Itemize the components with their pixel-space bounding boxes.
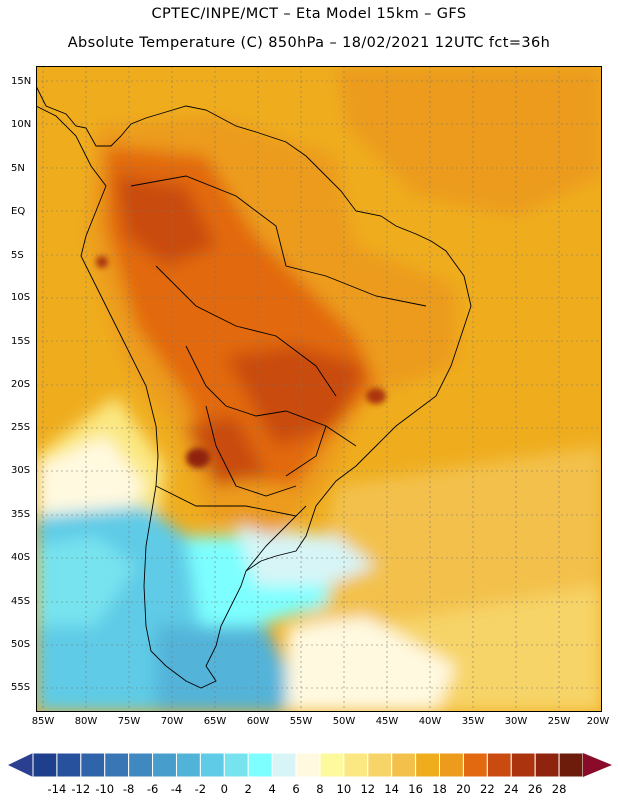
colorbar-cell [343,752,369,778]
colorbar-label: -10 [95,782,115,796]
lon-label: 70W [160,716,184,727]
lon-label: 50W [332,716,356,727]
lat-label: 50S [11,639,31,650]
lon-label: 85W [31,716,55,727]
colorbar-label: 22 [480,782,495,796]
lat-label: 10S [11,292,31,303]
lat-label: 35S [11,509,31,520]
lat-label: 15N [11,76,32,87]
coastline [36,85,472,689]
lat-label: 40S [11,552,31,563]
colorbar-label: 8 [316,782,324,796]
lon-label: 35W [461,716,485,727]
colorbar-cell [319,752,345,778]
colorbar-label: 20 [456,782,471,796]
lat-label: 15S [11,336,31,347]
lon-label: 20W [586,716,610,727]
colorbar-cell [391,752,417,778]
lon-label: 25W [547,716,571,727]
colorbar-label: 0 [220,782,228,796]
lon-label: 55W [289,716,313,727]
colorbar-cell [462,752,488,778]
title-line-1: CPTEC/INPE/MCT – Eta Model 15km – GFS [151,6,467,22]
colorbar-label: 14 [384,782,399,796]
lat-label: 45S [11,596,31,607]
colorbar-label: 16 [408,782,423,796]
colorbar-label: -8 [122,782,135,796]
lon-label: 45W [375,716,399,727]
lat-label: 20S [11,379,31,390]
lon-label: 75W [117,716,141,727]
colorbar-cell [175,752,201,778]
colorbar-label: -2 [194,782,207,796]
colorbar-label: 10 [336,782,352,796]
colorbar-cell [486,752,512,778]
colorbar-cell [510,752,536,778]
colorbar-cell [415,752,441,778]
lat-label: 25S [11,422,31,433]
colorbar-label: 26 [527,782,543,796]
title-line-2: Absolute Temperature (C) 850hPa – 18/02/… [67,35,551,51]
lat-label: 55S [11,682,31,693]
colorbar-cell [367,752,393,778]
lat-label: 5N [11,163,25,174]
colorbar-cell [32,752,58,778]
colorbar-label: 28 [551,782,567,796]
colorbar-label: 12 [360,782,376,796]
lat-label: 10N [11,119,32,130]
colorbar-label: 2 [244,782,252,796]
lon-label: 65W [203,716,227,727]
colorbar-cell [56,752,82,778]
colorbar-low-arrow [8,753,33,777]
lat-label: 30S [11,465,31,476]
colorbar [8,752,612,778]
colorbar-cell [295,752,321,778]
colorbar-cell [534,752,560,778]
colorbar-label: -12 [71,782,91,796]
lon-label: 80W [74,716,98,727]
colorbar-cell [223,752,249,778]
colorbar-cell [199,752,225,778]
colorbar-label: -4 [170,782,183,796]
colorbar-cell [104,752,130,778]
hot-spots [96,256,386,468]
colorbar-cell [80,752,106,778]
colorbar-cell [439,752,464,778]
colorbar-cell [152,752,177,778]
colorbar-cell [247,752,273,778]
colorbar-label: -6 [146,782,159,796]
colorbar-label: 4 [268,782,276,796]
colorbar-label: 6 [292,782,300,796]
colorbar-cell [271,752,297,778]
colorbar-high-arrow [583,753,612,777]
temperature-map [36,66,602,712]
lon-label: 40W [418,716,442,727]
colorbar-label: 24 [503,782,519,796]
colorbar-label: 18 [432,782,447,796]
lat-label: EQ [11,206,26,217]
temperature-shading [36,66,602,712]
graticule [36,66,602,712]
lat-label: 5S [11,250,24,261]
colorbar-cell [558,752,584,778]
colorbar-label: -14 [47,782,67,796]
lon-label: 30W [504,716,528,727]
lon-label: 60W [246,716,270,727]
colorbar-cell [128,752,154,778]
